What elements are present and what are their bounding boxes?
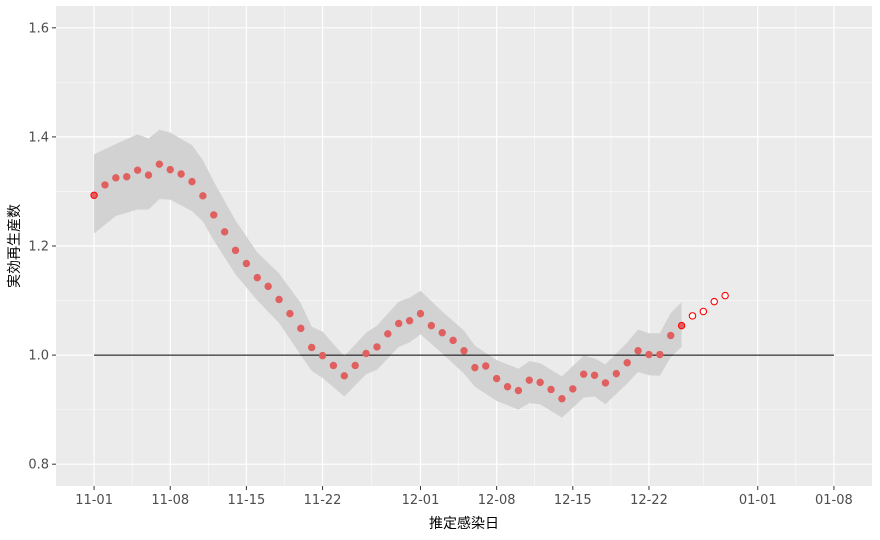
data-point bbox=[645, 350, 653, 359]
data-point bbox=[449, 336, 457, 345]
data-point bbox=[340, 372, 349, 380]
data-point bbox=[253, 273, 261, 282]
forecast-point bbox=[721, 291, 729, 300]
y-axis-title: 実効再生産数 bbox=[7, 204, 23, 288]
x-tick-label: 11-08 bbox=[151, 493, 189, 508]
data-point bbox=[242, 259, 251, 268]
data-point bbox=[416, 309, 425, 318]
x-tick-label: 11-15 bbox=[228, 493, 266, 508]
data-point bbox=[199, 192, 207, 200]
x-axis-title: 推定感染日 bbox=[429, 515, 499, 532]
data-point bbox=[579, 370, 588, 378]
data-point bbox=[525, 376, 533, 384]
data-point bbox=[427, 321, 436, 330]
data-point bbox=[318, 351, 327, 360]
data-point bbox=[264, 282, 272, 291]
y-tick-label: 0.8 bbox=[28, 458, 49, 473]
data-point bbox=[286, 309, 294, 318]
data-point bbox=[210, 211, 218, 219]
data-point bbox=[460, 347, 468, 355]
data-point bbox=[351, 361, 359, 370]
data-point bbox=[307, 343, 316, 352]
data-point bbox=[297, 324, 305, 333]
data-point bbox=[166, 165, 174, 174]
data-point bbox=[623, 359, 631, 367]
y-tick-label: 1.0 bbox=[28, 349, 49, 364]
data-point bbox=[677, 321, 686, 330]
data-point bbox=[101, 181, 109, 189]
data-point bbox=[395, 319, 403, 328]
x-tick-label: 12-08 bbox=[478, 493, 516, 508]
data-point bbox=[123, 173, 131, 181]
forecast-point bbox=[688, 312, 697, 320]
data-point bbox=[144, 171, 153, 179]
y-axis-ticks: 0.8 1.0 1.2 1.4 1.6 bbox=[28, 21, 56, 473]
x-tick-label: 11-22 bbox=[304, 493, 342, 508]
data-point bbox=[177, 170, 185, 178]
data-point bbox=[656, 350, 664, 359]
data-points bbox=[90, 160, 729, 403]
data-point bbox=[558, 395, 566, 403]
data-point bbox=[601, 379, 610, 387]
data-point bbox=[590, 371, 599, 379]
data-point bbox=[373, 343, 381, 351]
y-tick-label: 1.2 bbox=[28, 240, 49, 255]
data-point bbox=[438, 329, 446, 337]
data-point bbox=[220, 228, 229, 236]
x-tick-label: 12-22 bbox=[630, 493, 668, 508]
x-tick-label: 11-01 bbox=[75, 493, 113, 508]
data-point bbox=[329, 361, 338, 370]
data-point bbox=[514, 386, 523, 395]
data-point bbox=[188, 177, 196, 186]
data-point bbox=[405, 317, 414, 325]
x-tick-label: 01-01 bbox=[739, 493, 777, 508]
data-point bbox=[384, 330, 392, 338]
data-point bbox=[471, 363, 479, 372]
data-point bbox=[492, 374, 501, 383]
data-point bbox=[667, 331, 675, 340]
x-tick-label: 01-08 bbox=[815, 493, 853, 508]
data-point bbox=[362, 349, 370, 358]
x-axis-ticks: 11-01 11-08 11-15 11-22 12-01 12-08 12-15 12-22… bbox=[75, 486, 853, 508]
x-tick-label: 12-15 bbox=[554, 493, 592, 508]
data-point bbox=[112, 174, 120, 182]
data-point bbox=[612, 369, 621, 378]
x-tick-label: 12-01 bbox=[402, 493, 440, 508]
forecast-point bbox=[699, 307, 708, 316]
data-point bbox=[536, 378, 544, 387]
forecast-point bbox=[710, 297, 718, 306]
y-tick-label: 1.6 bbox=[28, 21, 49, 36]
data-point bbox=[482, 362, 490, 370]
y-tick-label: 1.4 bbox=[28, 130, 49, 145]
data-point bbox=[231, 246, 240, 255]
data-point bbox=[155, 160, 164, 168]
data-point bbox=[275, 295, 283, 304]
data-point bbox=[547, 385, 555, 394]
data-point bbox=[634, 347, 642, 355]
confidence-band bbox=[94, 129, 682, 418]
data-point bbox=[503, 383, 512, 391]
data-point bbox=[90, 191, 98, 199]
data-point bbox=[133, 166, 142, 174]
data-point bbox=[569, 385, 577, 393]
